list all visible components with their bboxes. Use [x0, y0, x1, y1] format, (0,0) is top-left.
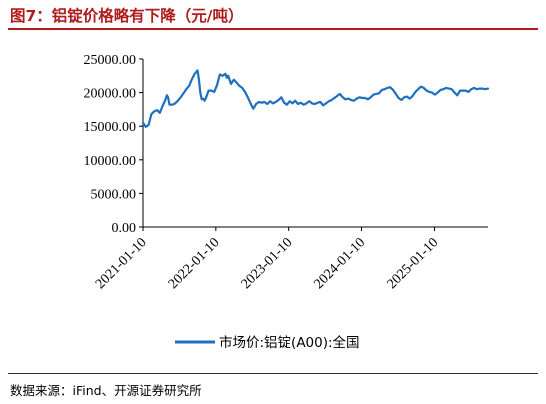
data-source: 数据来源：iFind、开源证券研究所	[10, 383, 202, 398]
y-tick-label: 15000.00	[84, 120, 137, 135]
price-line-chart: 0.00 5000.00 10000.00 15000.00 20000.00 25000…	[84, 53, 490, 351]
source-divider	[8, 373, 538, 374]
y-tick-label: 10000.00	[84, 154, 137, 169]
title-divider	[8, 28, 538, 30]
legend: 市场价:铝锭(A00):全国	[175, 334, 360, 351]
y-tick-label: 25000.00	[84, 53, 137, 68]
y-tick-label: 0.00	[112, 221, 137, 236]
figure-title: 图7：铝锭价格略有下降（元/吨）	[10, 7, 244, 25]
x-tick-label: 2022-01-10	[166, 235, 223, 292]
x-tick-label: 2024-01-10	[312, 235, 369, 292]
x-tick-label: 2025-01-10	[385, 235, 442, 292]
series-line	[141, 69, 490, 129]
plot-area	[141, 69, 490, 129]
y-tick-label: 5000.00	[91, 187, 137, 202]
legend-label: 市场价:铝锭(A00):全国	[219, 334, 360, 351]
x-tick-label: 2023-01-10	[239, 235, 296, 292]
x-axis: 2021-01-10 2022-01-10 2023-01-10 2024-01-10…	[93, 226, 488, 292]
x-tick-label: 2021-01-10	[93, 235, 150, 292]
y-axis: 0.00 5000.00 10000.00 15000.00 20000.00 25000…	[84, 53, 144, 236]
y-tick-label: 20000.00	[84, 87, 137, 102]
